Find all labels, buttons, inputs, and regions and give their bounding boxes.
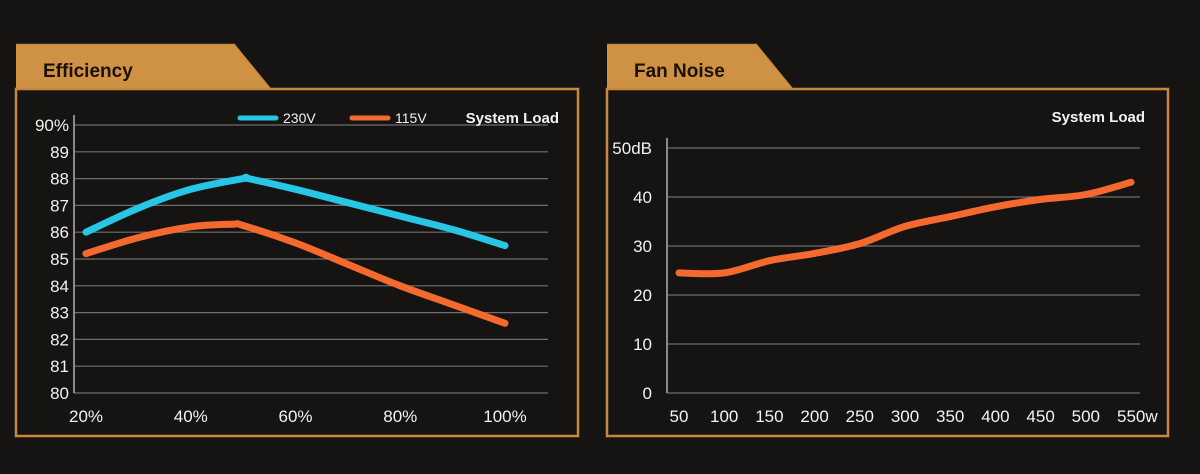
fan-noise-x-tick: 500 bbox=[1072, 407, 1100, 426]
efficiency-x-tick: 60% bbox=[278, 407, 312, 426]
fan-noise-x-tick: 100 bbox=[710, 407, 738, 426]
efficiency-xlabel: System Load bbox=[466, 110, 559, 127]
efficiency-series bbox=[82, 173, 509, 327]
efficiency-y-tick: 84 bbox=[50, 277, 69, 296]
efficiency-y-tick: 90% bbox=[35, 116, 69, 135]
efficiency-y-ticks: 80 81 82 83 84 85 86 87 88 89 90% bbox=[35, 116, 69, 403]
efficiency-y-tick: 86 bbox=[50, 223, 69, 242]
legend-230v-label: 230V bbox=[283, 110, 316, 126]
fan-noise-grid bbox=[666, 138, 1140, 394]
efficiency-series-230v bbox=[82, 173, 509, 250]
efficiency-series-115v bbox=[82, 220, 509, 327]
fan-noise-y-ticks: 0 10 20 30 40 50dB bbox=[612, 139, 652, 403]
fan-noise-x-tick: 400 bbox=[981, 407, 1009, 426]
efficiency-y-tick: 85 bbox=[50, 250, 69, 269]
fan-noise-tab bbox=[607, 45, 792, 89]
efficiency-y-tick: 87 bbox=[50, 196, 69, 215]
fan-noise-series bbox=[675, 178, 1135, 278]
fan-noise-y-tick: 40 bbox=[633, 188, 652, 207]
fan-noise-title: Fan Noise bbox=[634, 61, 725, 82]
fan-noise-x-tick: 150 bbox=[755, 407, 783, 426]
fan-noise-xlabel: System Load bbox=[1052, 109, 1145, 126]
fan-noise-y-tick: 10 bbox=[633, 335, 652, 354]
efficiency-x-tick: 80% bbox=[383, 407, 417, 426]
fan-noise-series-fan-noise bbox=[675, 178, 1135, 278]
legend-115v-label: 115V bbox=[395, 110, 427, 126]
fan-noise-x-tick: 50 bbox=[670, 407, 689, 426]
fan-noise-y-tick: 0 bbox=[643, 384, 652, 403]
efficiency-x-tick: 100% bbox=[483, 407, 526, 426]
efficiency-x-tick: 20% bbox=[69, 407, 103, 426]
fan-noise-x-tick: 350 bbox=[936, 407, 964, 426]
fan-noise-panel: Fan Noise 0 10 20 30 40 50dB 50 100 150 200 250 30… bbox=[605, 43, 1170, 438]
fan-noise-x-tick: 300 bbox=[891, 407, 919, 426]
fan-noise-x-tick: 250 bbox=[846, 407, 874, 426]
efficiency-y-tick: 82 bbox=[50, 330, 69, 349]
fan-noise-x-tick: 550w bbox=[1117, 407, 1158, 426]
efficiency-x-tick: 40% bbox=[174, 407, 208, 426]
fan-noise-frame bbox=[605, 87, 1170, 438]
efficiency-title: Efficiency bbox=[43, 61, 133, 82]
fan-noise-x-tick: 200 bbox=[800, 407, 828, 426]
efficiency-legend: 230V 115V bbox=[237, 110, 427, 126]
efficiency-y-tick: 83 bbox=[50, 304, 69, 323]
fan-noise-x-ticks: 50 100 150 200 250 300 350 400 450 500 550w bbox=[670, 407, 1159, 426]
efficiency-y-tick: 88 bbox=[50, 170, 69, 189]
efficiency-x-ticks: 20% 40% 60% 80% 100% bbox=[69, 407, 527, 426]
efficiency-panel: Efficiency 80 81 82 83 84 85 86 87 88 89 90% 20% 40… bbox=[14, 43, 580, 438]
efficiency-y-tick: 81 bbox=[50, 357, 69, 376]
fan-noise-y-tick: 20 bbox=[633, 286, 652, 305]
efficiency-tab bbox=[16, 45, 270, 89]
fan-noise-y-tick: 30 bbox=[633, 237, 652, 256]
efficiency-y-tick: 80 bbox=[50, 384, 69, 403]
efficiency-y-tick: 89 bbox=[50, 143, 69, 162]
fan-noise-x-tick: 450 bbox=[1026, 407, 1054, 426]
fan-noise-y-tick: 50dB bbox=[612, 139, 652, 158]
efficiency-frame bbox=[14, 87, 580, 438]
